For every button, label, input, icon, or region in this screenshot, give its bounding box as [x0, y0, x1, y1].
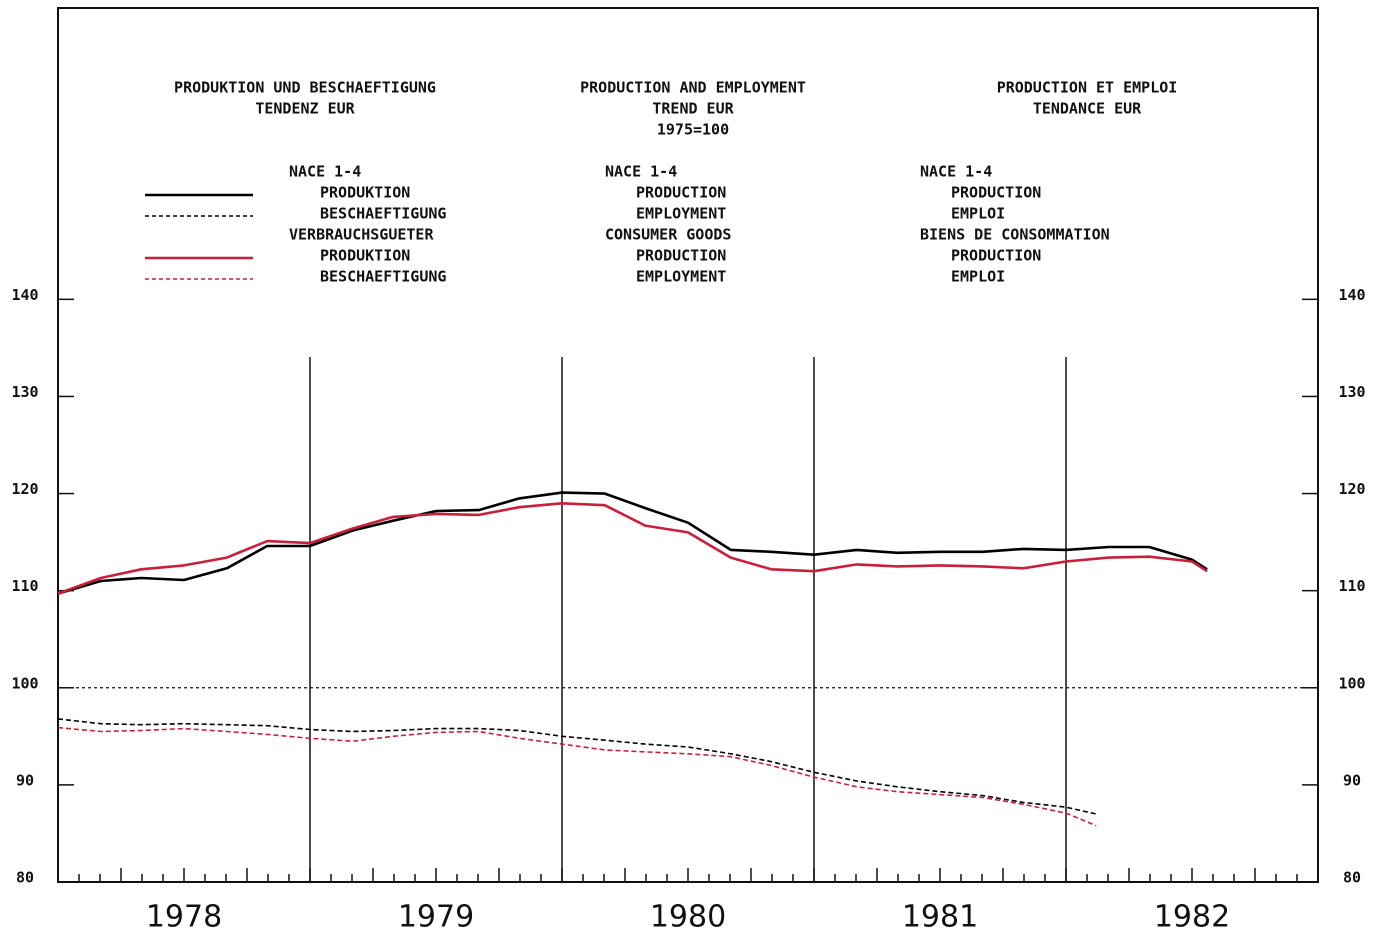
y-tick-label-right: 90: [1343, 771, 1361, 789]
legend-group: VERBRAUCHSGUETER: [289, 226, 434, 244]
series-line: [57, 501, 1208, 595]
y-tick-label: 140: [11, 286, 38, 304]
x-tick-label: 1978: [146, 900, 222, 935]
legend-group: NACE 1-4: [289, 163, 361, 181]
y-tick-label: 130: [11, 383, 38, 401]
legend-label: PRODUCTION: [636, 247, 726, 265]
title-line: TREND EUR: [652, 100, 734, 118]
y-tick-label-right: 120: [1338, 480, 1365, 498]
x-tick-label: 1981: [902, 900, 978, 935]
y-tick-label-right: 130: [1338, 383, 1365, 401]
legend-label: PRODUCTION: [951, 247, 1041, 265]
title-line: PRODUCTION AND EMPLOYMENT: [580, 79, 806, 97]
legend-group: CONSUMER GOODS: [605, 226, 731, 244]
x-tick-label: 1982: [1154, 900, 1230, 935]
legend-label: EMPLOI: [951, 268, 1005, 286]
legend-label: PRODUCTION: [636, 184, 726, 202]
legend-group: NACE 1-4: [605, 163, 677, 181]
x-tick-label: 1980: [650, 900, 726, 935]
legend-label: EMPLOYMENT: [636, 205, 726, 223]
y-tick-label-right: 80: [1343, 869, 1361, 887]
legend-group: BIENS DE CONSOMMATION: [920, 226, 1110, 244]
title-line: TENDANCE EUR: [1033, 100, 1142, 118]
legend-label: BESCHAEFTIGUNG: [320, 205, 446, 223]
y-tick-label-right: 140: [1338, 286, 1365, 304]
legend-label: BESCHAEFTIGUNG: [320, 268, 446, 286]
title-line: TENDENZ EUR: [255, 100, 355, 118]
y-tick-label-right: 100: [1338, 674, 1365, 692]
series-line: [57, 491, 1208, 595]
y-tick-label: 120: [11, 480, 38, 498]
y-tick-label: 100: [11, 674, 38, 692]
title-line: PRODUCTION ET EMPLOI: [997, 79, 1178, 97]
legend-label: PRODUKTION: [320, 247, 410, 265]
legend-label: EMPLOI: [951, 205, 1005, 223]
y-tick-label-right: 110: [1338, 577, 1365, 595]
series-line: [57, 726, 1097, 827]
series-line: [57, 718, 1097, 815]
x-tick-label: 1979: [398, 900, 474, 935]
y-tick-label: 80: [16, 869, 34, 887]
y-tick-label: 110: [11, 577, 38, 595]
legend-label: PRODUCTION: [951, 184, 1041, 202]
y-tick-label: 90: [16, 771, 34, 789]
legend-label: PRODUKTION: [320, 184, 410, 202]
title-line: PRODUKTION UND BESCHAEFTIGUNG: [174, 79, 436, 97]
legend-label: EMPLOYMENT: [636, 268, 726, 286]
frame: [57, 7, 1319, 883]
title-line: 1975=100: [657, 121, 729, 139]
legend-group: NACE 1-4: [920, 163, 992, 181]
